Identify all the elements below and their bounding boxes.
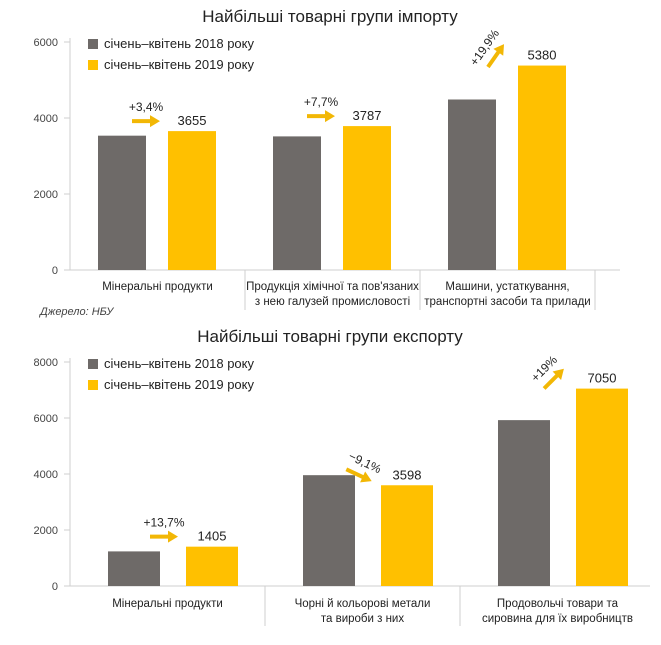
import-chart: Найбільші товарні групи імпорту 0 2000 4000… <box>34 7 620 310</box>
data-label: 5380 <box>528 48 557 63</box>
growth-annotation: +3,4% <box>129 100 164 128</box>
bar-2019 <box>381 485 433 586</box>
growth-arrow-icon <box>150 530 178 543</box>
category-label: Продукція хімічної та пов'язаних <box>246 281 419 293</box>
bar-2018 <box>498 420 550 586</box>
category-label: Машини, устаткування, <box>445 281 569 293</box>
export-chart: Найбільші товарні групи експорту 0 2000 400… <box>34 327 650 626</box>
y-tick-label: 8000 <box>34 357 58 369</box>
data-label: 1405 <box>198 529 227 544</box>
category-label: та вироби з них <box>321 613 405 625</box>
legend-label: січень–квітень 2019 року <box>104 377 254 392</box>
y-tick-label: 4000 <box>34 113 58 125</box>
y-tick-label: 0 <box>52 581 58 593</box>
category-label: транспортні засоби та прилади <box>424 296 590 308</box>
bar-2018 <box>108 551 160 586</box>
bar-2019 <box>186 546 238 586</box>
y-tick-label: 2000 <box>34 525 58 537</box>
chart-title: Найбільші товарні групи експорту <box>197 327 463 346</box>
bar-2018 <box>448 99 496 270</box>
data-label: 7050 <box>588 371 617 386</box>
y-tick-label: 0 <box>52 265 58 277</box>
source-note: Джерело: НБУ <box>40 306 114 318</box>
growth-annotation: +19% <box>528 353 564 390</box>
legend-label: січень–квітень 2019 року <box>104 57 254 72</box>
bar-2018 <box>303 475 355 586</box>
growth-annotation: +19,9% <box>467 26 505 69</box>
bar-2019 <box>576 388 628 586</box>
bar-2019 <box>168 131 216 270</box>
bar-2019 <box>343 126 391 271</box>
growth-label: +7,7% <box>304 95 339 109</box>
category-label: з нею галузей промисловості <box>255 296 410 308</box>
bar-2018 <box>98 135 146 270</box>
legend-swatch <box>88 380 98 390</box>
growth-arrow-icon <box>132 115 160 128</box>
data-label: 3655 <box>178 113 207 128</box>
growth-label: +13,7% <box>143 516 184 530</box>
data-label: 3787 <box>353 108 382 123</box>
growth-arrow-icon <box>486 44 505 69</box>
growth-arrow-icon <box>307 110 335 123</box>
bar-2019 <box>518 65 566 270</box>
legend-swatch <box>88 60 98 70</box>
growth-annotation: +7,7% <box>304 95 339 123</box>
legend-swatch <box>88 359 98 369</box>
category-label: Мінеральні продукти <box>112 598 223 610</box>
legend-label: січень–квітень 2018 року <box>104 36 254 51</box>
y-tick-label: 4000 <box>34 469 58 481</box>
category-label: Продовольчі товари та <box>497 598 619 610</box>
growth-label: +3,4% <box>129 100 164 114</box>
bar-2018 <box>273 136 321 270</box>
growth-arrow-icon <box>345 467 372 483</box>
data-label: 3598 <box>393 467 422 482</box>
growth-annotation: +13,7% <box>143 516 185 543</box>
growth-arrow-icon <box>542 368 564 390</box>
category-label: Мінеральні продукти <box>102 281 213 293</box>
category-label: Чорні й кольорові метали <box>295 598 431 610</box>
category-label: сировина для їх виробництв <box>482 613 633 625</box>
legend-label: січень–квітень 2018 року <box>104 356 254 371</box>
chart-title: Найбільші товарні групи імпорту <box>202 7 458 26</box>
y-tick-label: 6000 <box>34 37 58 49</box>
y-tick-label: 6000 <box>34 413 58 425</box>
y-tick-label: 2000 <box>34 189 58 201</box>
legend-swatch <box>88 39 98 49</box>
